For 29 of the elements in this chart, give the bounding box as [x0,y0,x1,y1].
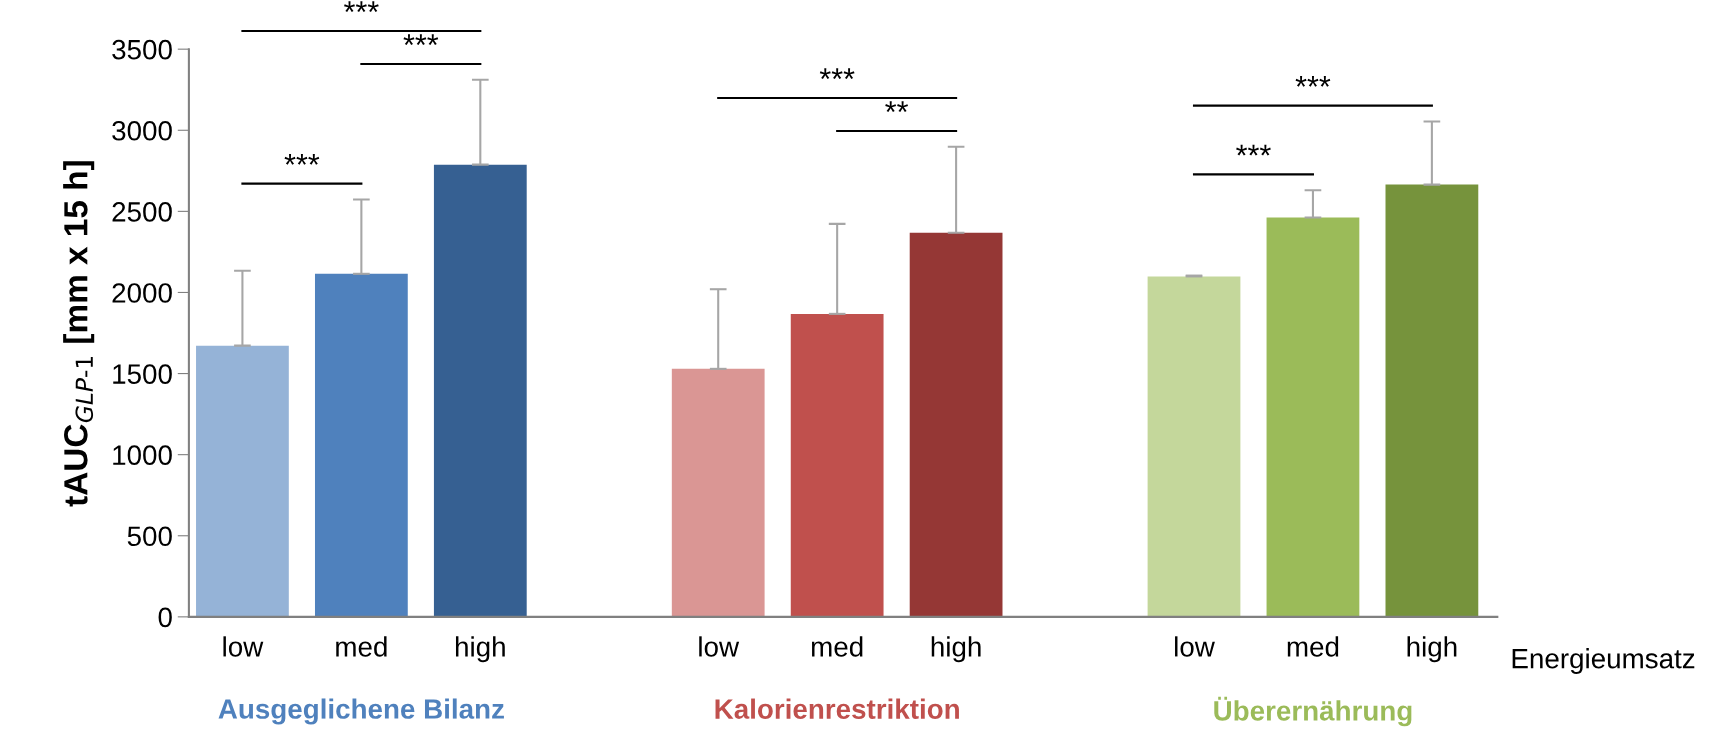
y-tick-label: 3500 [112,39,172,60]
text: *** [344,1,379,13]
annotation: *** [284,154,320,165]
x-tick-label: high [1407,636,1457,663]
annotation: *** [819,68,855,80]
y-tick-label: 3000 [112,120,172,141]
x-tick-label: med [336,636,387,657]
x-tick-label: med [811,636,863,657]
annotation: ** [885,101,909,113]
annotation: *** [1236,144,1271,156]
x-tick-label: high [931,636,981,663]
y-tick-label: 2500 [112,202,172,222]
x-tick-label: low [699,636,740,657]
text: Kalorienrestriktion [715,698,959,719]
y-tick-label: 1000 [113,445,172,465]
y-tick-label: 500 [127,526,172,547]
x-tick-label: high [455,636,505,663]
x-axis-title: Energieumsatz [1512,648,1695,674]
y-tick-label: 0 [158,607,172,628]
text: Ausgeglichene Bilanz [218,698,504,725]
x-tick-label: low [1175,636,1215,657]
text: *** [403,34,439,46]
y-tick-label: 2000 [112,283,172,303]
annotation: *** [1295,75,1331,87]
y-tick-label: 1500 [113,364,172,384]
x-tick-label: low [223,636,264,657]
text: Überernährung [1214,696,1412,727]
y-axis-title: tAUC$_{GLP-1}$ [mm x 15 h] [63,161,95,507]
x-tick-label: med [1287,636,1339,657]
